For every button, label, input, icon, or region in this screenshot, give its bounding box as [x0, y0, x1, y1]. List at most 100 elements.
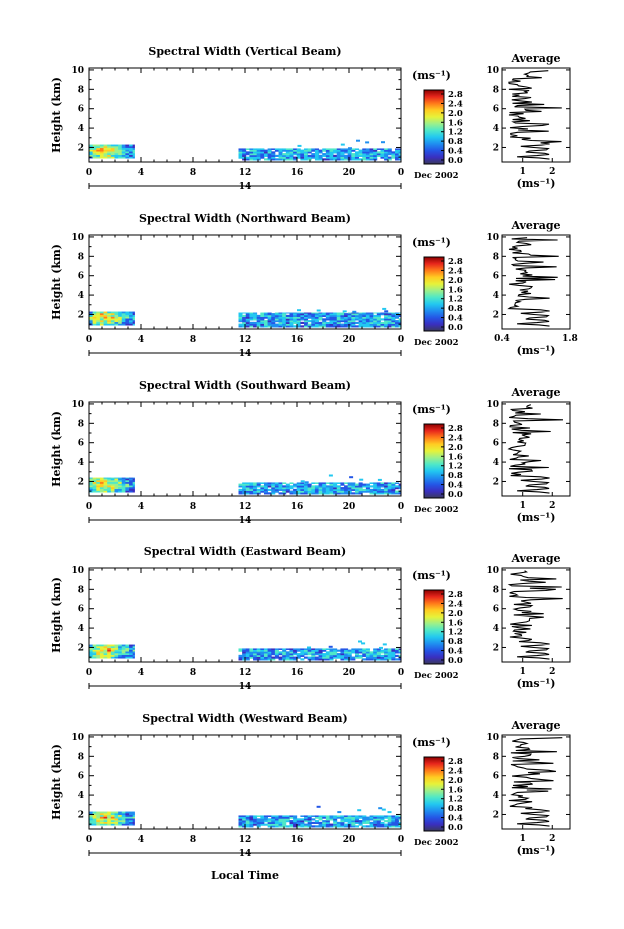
heatmap-cell — [249, 656, 254, 659]
heatmap-cell — [114, 818, 119, 821]
plot-frame — [88, 567, 402, 663]
heatmap-cell — [347, 485, 352, 488]
heatmap-cell — [114, 812, 119, 816]
heatmap-cell — [387, 490, 392, 493]
heatmap-cell — [278, 815, 283, 817]
heatmap-cell — [307, 821, 312, 824]
heatmap-cell — [110, 651, 115, 654]
heatmap-cell — [340, 153, 345, 156]
heatmap-cell — [296, 316, 301, 319]
heatmap-cell — [384, 325, 389, 328]
heatmap-cell — [289, 653, 294, 656]
heatmap-cell — [322, 820, 327, 823]
heatmap-cell — [99, 823, 104, 826]
heatmap-cell — [373, 158, 378, 161]
heatmap-cell — [329, 653, 334, 656]
heatmap-cell — [132, 647, 135, 650]
day-label: 14 — [239, 349, 252, 359]
heatmap-cell — [395, 482, 400, 484]
heatmap-cell — [333, 321, 338, 324]
heatmap-cell — [121, 319, 126, 323]
heatmap-cell — [384, 654, 389, 657]
heatmap-cell — [242, 653, 247, 656]
heatmap-cell — [92, 319, 97, 323]
heatmap-cell — [318, 825, 323, 828]
heatmap-cell — [256, 825, 261, 828]
y-tick-label: 2 — [78, 810, 84, 820]
heatmap-cell — [256, 818, 261, 821]
heatmap-cell — [318, 154, 323, 157]
heatmap-cell — [260, 653, 265, 656]
heatmap-cell — [132, 145, 135, 149]
heatmap-cell — [329, 818, 334, 821]
heatmap-cell — [307, 485, 312, 488]
heatmap-cell — [325, 654, 330, 657]
heatmap-cell — [369, 654, 374, 657]
heatmap-cell — [278, 156, 283, 159]
heatmap-cell — [92, 318, 97, 321]
heatmap-cell — [329, 488, 334, 491]
heatmap-cell — [107, 647, 112, 650]
heatmap-cell — [99, 647, 104, 650]
heatmap-cell — [132, 154, 135, 157]
heatmap-cell — [125, 814, 130, 817]
heatmap-cell — [289, 654, 294, 657]
heatmap-cell — [110, 154, 115, 157]
heatmap-cell — [103, 647, 108, 650]
heatmap-cell — [274, 651, 279, 654]
heatmap-cell — [300, 821, 305, 824]
heatmap-cell — [260, 488, 265, 491]
heatmap-cell — [249, 483, 254, 486]
average-y-tick-label: 10 — [486, 66, 499, 76]
heatmap-cell — [271, 154, 276, 157]
x-tick-label: 20 — [343, 502, 356, 512]
heatmap-cell — [267, 321, 272, 324]
heatmap-cell — [395, 312, 400, 314]
y-tick-label: 10 — [71, 66, 84, 76]
heatmap-cell — [121, 314, 126, 317]
heatmap-cell — [293, 483, 298, 486]
heatmap-cell — [107, 477, 112, 479]
heatmap-cell — [253, 490, 258, 493]
heatmap-cell — [333, 154, 338, 157]
heatmap-cell — [125, 321, 130, 324]
heatmap-cell — [325, 823, 330, 826]
heatmap-cell — [238, 818, 243, 821]
heatmap-cell — [333, 823, 338, 826]
heatmap-cell — [329, 314, 334, 317]
heatmap-cell — [99, 654, 104, 657]
heatmap-cell — [263, 651, 269, 654]
heatmap-cell — [351, 482, 356, 484]
heatmap-cell — [271, 653, 276, 656]
heatmap-cell — [114, 490, 119, 493]
average-y-tick-label: 8 — [493, 419, 499, 429]
heatmap-cell — [344, 156, 349, 159]
heatmap-cell — [271, 487, 276, 490]
heatmap-cell — [129, 154, 134, 157]
heatmap-cell — [129, 652, 134, 656]
heatmap-cell — [110, 811, 115, 814]
heatmap-cell — [362, 816, 367, 819]
heatmap-cell — [263, 154, 269, 157]
heatmap-cell — [344, 820, 349, 823]
heatmap-cell — [391, 818, 396, 821]
heatmap-cell — [314, 487, 319, 490]
heatmap-cell — [253, 158, 258, 161]
heatmap-cell — [336, 485, 341, 488]
heatmap-cell — [121, 818, 126, 821]
heatmap-cell — [245, 151, 250, 154]
heatmap-cell — [278, 818, 283, 821]
heatmap-cell — [384, 648, 389, 650]
heatmap-cell — [300, 485, 305, 488]
x-tick-label: 20 — [343, 335, 356, 345]
heatmap-cell — [318, 656, 323, 659]
colorbar-label: 1.2 — [448, 295, 463, 305]
heatmap-cell — [285, 314, 290, 317]
heatmap-cell — [132, 144, 135, 147]
heatmap-cell — [253, 818, 258, 821]
heatmap-cell — [380, 149, 385, 152]
heatmap-cell — [376, 490, 381, 493]
x-tick-label: 12 — [239, 335, 252, 345]
heatmap-cell — [395, 492, 400, 495]
colorbar-label: 0.0 — [448, 156, 463, 166]
